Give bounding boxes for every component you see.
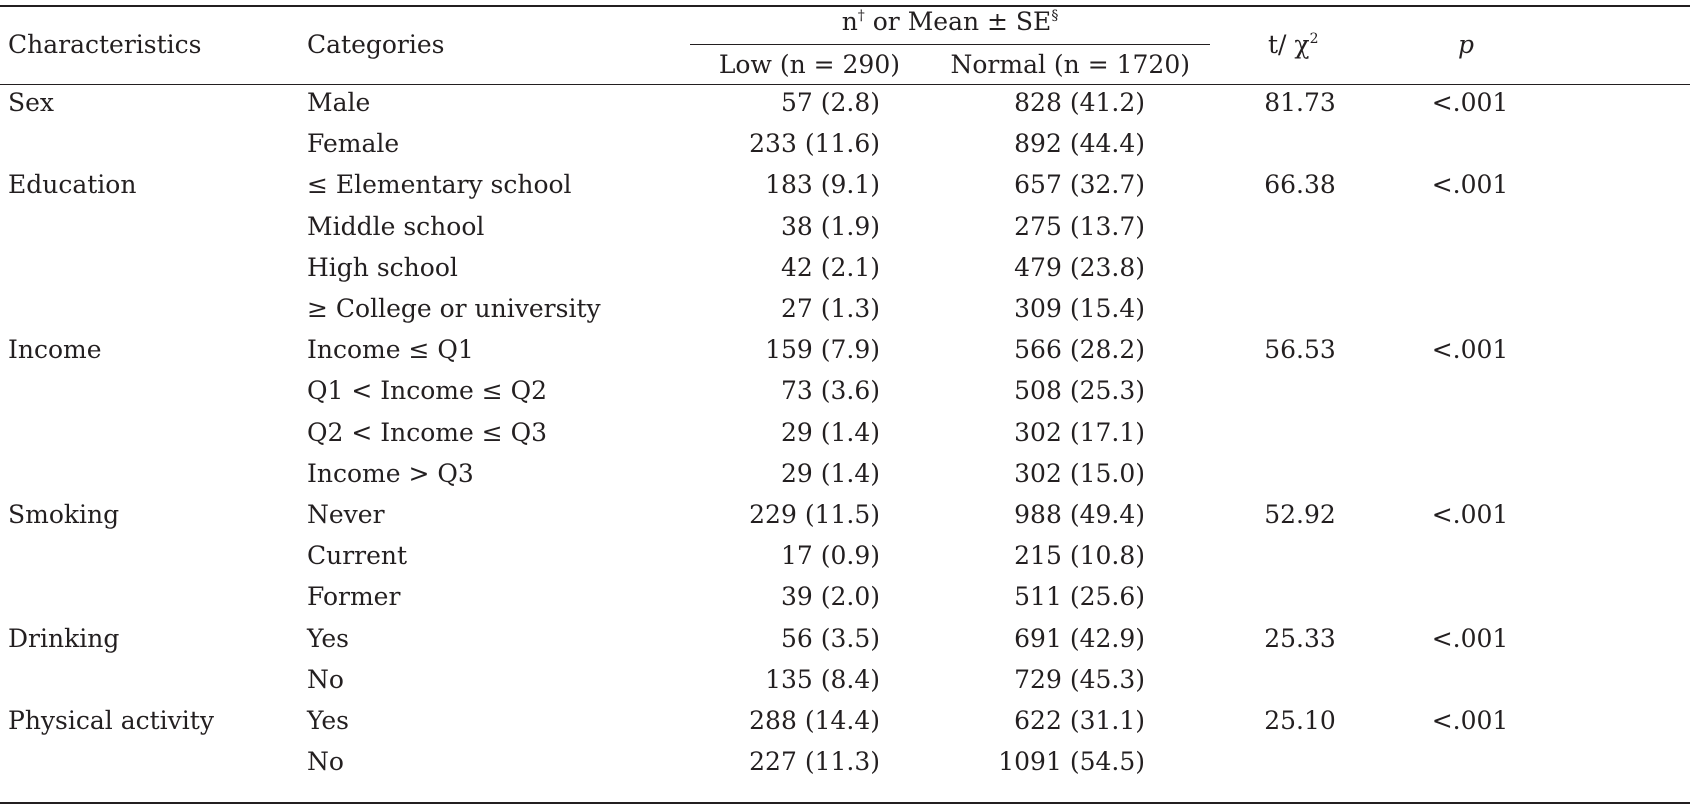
cell-normal: 622 (31.1) <box>1014 706 1145 735</box>
cell-normal: 988 (49.4) <box>1014 500 1145 529</box>
header-stat-superscript: 2 <box>1309 31 1319 47</box>
cell-normal: 511 (25.6) <box>1014 582 1145 612</box>
cell-characteristic: Sex <box>8 88 55 117</box>
cell-low: 183 (9.1) <box>765 170 880 200</box>
cell-p-value: <.001 <box>1431 335 1509 365</box>
cell-normal: 892 (44.4) <box>1014 129 1145 159</box>
header-bottom-rule <box>0 84 1690 85</box>
cell-normal: 828 (41.2) <box>1014 88 1145 117</box>
header-normal: Normal (n = 1720) <box>950 50 1190 79</box>
cell-category: Middle school <box>307 211 485 241</box>
cell-characteristic: Smoking <box>8 500 120 529</box>
cell-p-value: <.001 <box>1431 88 1509 117</box>
cell-low: 159 (7.9) <box>765 335 880 365</box>
cell-statistic: 56.53 <box>1264 335 1336 365</box>
cell-normal: 508 (25.3) <box>1014 376 1145 406</box>
cell-statistic: 66.38 <box>1264 170 1336 200</box>
cell-normal: 1091 (54.5) <box>998 747 1145 777</box>
cell-statistic: 52.92 <box>1264 500 1336 529</box>
cell-low: 17 (0.9) <box>780 541 880 571</box>
cell-category: Current <box>307 541 408 571</box>
cell-low: 42 (2.1) <box>780 252 880 282</box>
cell-normal: 566 (28.2) <box>1014 335 1145 365</box>
cell-category: ≤ Elementary school <box>307 170 572 200</box>
cell-statistic: 25.33 <box>1264 623 1336 653</box>
cell-low: 27 (1.3) <box>780 294 880 323</box>
cell-characteristic: Physical activity <box>8 706 214 735</box>
cell-normal: 302 (15.0) <box>1014 458 1145 488</box>
cell-normal: 275 (13.7) <box>1014 211 1145 241</box>
cell-p-value: <.001 <box>1431 623 1509 653</box>
cell-category: Never <box>307 500 385 529</box>
cell-low: 73 (3.6) <box>780 376 880 406</box>
cell-statistic: 25.10 <box>1264 706 1336 735</box>
header-characteristics: Characteristics <box>8 30 202 59</box>
cell-normal: 309 (15.4) <box>1014 294 1145 323</box>
cell-normal: 479 (23.8) <box>1014 252 1145 282</box>
cell-category: Former <box>307 582 401 612</box>
bottom-rule <box>0 802 1690 804</box>
cell-category: High school <box>307 252 458 282</box>
cell-characteristic: Education <box>8 170 137 200</box>
cell-category: ≥ College or university <box>307 294 601 323</box>
cell-category: Yes <box>307 623 349 653</box>
cell-low: 288 (14.4) <box>749 706 880 735</box>
group-header-rule <box>690 44 1210 45</box>
header-stat-label: t/ χ <box>1268 30 1310 59</box>
header-low: Low (n = 290) <box>718 50 900 79</box>
cell-characteristic: Drinking <box>8 623 120 653</box>
cell-category: Yes <box>307 706 349 735</box>
header-p: p <box>1458 30 1475 59</box>
header-group-n: n <box>841 7 858 36</box>
cell-low: 39 (2.0) <box>780 582 880 612</box>
cell-category: Male <box>307 88 371 117</box>
dagger-footnote-mark: † <box>857 8 865 24</box>
cell-low: 227 (11.3) <box>749 747 880 777</box>
cell-normal: 691 (42.9) <box>1014 623 1145 653</box>
cell-low: 38 (1.9) <box>780 211 880 241</box>
section-footnote-mark: § <box>1051 8 1059 24</box>
cell-normal: 215 (10.8) <box>1014 541 1145 571</box>
cell-characteristic: Income <box>8 335 102 365</box>
cell-low: 233 (11.6) <box>749 129 880 159</box>
cell-category: No <box>307 747 344 777</box>
cell-category: Female <box>307 129 400 159</box>
top-rule <box>0 5 1690 7</box>
cell-p-value: <.001 <box>1431 706 1509 735</box>
header-group: n† or Mean ± SE§ <box>690 4 1210 40</box>
cell-category: Income ≤ Q1 <box>307 335 474 365</box>
cell-p-value: <.001 <box>1431 170 1509 200</box>
cell-category: Q1 < Income ≤ Q2 <box>307 376 548 406</box>
header-stat: t/ χ2 <box>1268 27 1319 63</box>
cell-category: No <box>307 664 344 694</box>
cell-statistic: 81.73 <box>1264 88 1336 117</box>
cell-p-value: <.001 <box>1431 500 1509 529</box>
cell-low: 29 (1.4) <box>780 458 880 488</box>
cell-normal: 729 (45.3) <box>1014 664 1145 694</box>
cell-low: 57 (2.8) <box>780 88 880 117</box>
cell-low: 56 (3.5) <box>780 623 880 653</box>
cell-low: 135 (8.4) <box>765 664 880 694</box>
header-categories: Categories <box>307 30 445 59</box>
cell-low: 229 (11.5) <box>749 500 880 529</box>
cell-category: Income > Q3 <box>307 458 474 488</box>
cell-category: Q2 < Income ≤ Q3 <box>307 417 548 447</box>
cell-normal: 302 (17.1) <box>1014 417 1145 447</box>
cell-normal: 657 (32.7) <box>1014 170 1145 200</box>
cell-low: 29 (1.4) <box>780 417 880 447</box>
header-group-text: or Mean ± SE <box>864 7 1052 36</box>
